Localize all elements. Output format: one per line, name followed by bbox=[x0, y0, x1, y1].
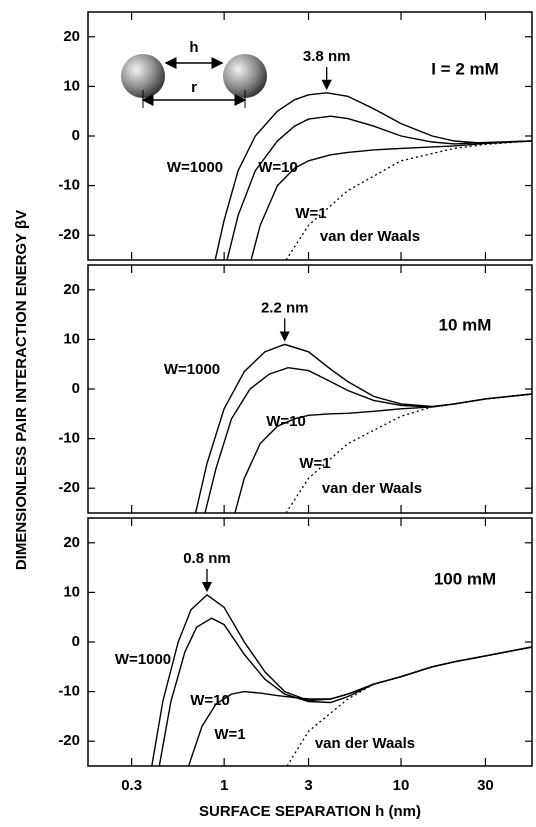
x-tick-label: 0.3 bbox=[121, 777, 142, 794]
annotation-label: 3.8 nm bbox=[303, 48, 351, 65]
annotation-label: 2.2 nm bbox=[261, 299, 309, 316]
inset: h r bbox=[121, 39, 267, 108]
curve-label: W=10 bbox=[266, 413, 306, 430]
x-tick-label: 1 bbox=[220, 777, 228, 794]
y-tick-label: -10 bbox=[58, 683, 80, 700]
x-tick-label: 10 bbox=[393, 777, 410, 794]
plot-area bbox=[214, 92, 532, 260]
y-tick-label: -20 bbox=[58, 479, 80, 496]
curve-label: W=1 bbox=[295, 205, 326, 222]
inset-label: h bbox=[189, 39, 198, 56]
curve-label: W=1000 bbox=[164, 361, 220, 378]
inset-label: r bbox=[191, 79, 197, 96]
curve bbox=[234, 393, 532, 513]
y-tick-label: 20 bbox=[63, 534, 80, 551]
curve bbox=[285, 140, 532, 260]
y-tick-label: 10 bbox=[63, 583, 80, 600]
sphere bbox=[121, 54, 165, 98]
curve bbox=[226, 115, 532, 260]
plot-area bbox=[151, 593, 532, 766]
y-tick-label: 20 bbox=[63, 28, 80, 45]
curve bbox=[214, 92, 532, 260]
y-tick-label: 20 bbox=[63, 281, 80, 298]
panel-title: 100 mM bbox=[434, 569, 496, 588]
x-tick-label: 30 bbox=[477, 777, 494, 794]
curve bbox=[285, 393, 532, 513]
y-tick-label: -20 bbox=[58, 226, 80, 243]
y-tick-label: -20 bbox=[58, 732, 80, 749]
curve-label: W=1 bbox=[299, 455, 330, 472]
plot-frame bbox=[87, 264, 533, 514]
curve-label: W=10 bbox=[190, 692, 230, 709]
y-tick-label: 0 bbox=[72, 127, 80, 144]
curve bbox=[286, 646, 532, 766]
x-tick-label: 3 bbox=[304, 777, 312, 794]
panel-title: I = 2 mM bbox=[431, 59, 499, 78]
sphere bbox=[223, 54, 267, 98]
y-tick-label: 0 bbox=[72, 380, 80, 397]
curve-label: van der Waals bbox=[320, 228, 420, 245]
curve-label: W=1000 bbox=[115, 651, 171, 668]
plot-frame bbox=[87, 517, 533, 767]
curve-label: W=10 bbox=[258, 159, 298, 176]
y-tick-label: 10 bbox=[63, 330, 80, 347]
y-tick-label: 10 bbox=[63, 77, 80, 94]
curve-label: W=1 bbox=[214, 726, 245, 743]
x-axis-label: SURFACE SEPARATION h (nm) bbox=[199, 803, 421, 820]
y-tick-label: 0 bbox=[72, 633, 80, 650]
curve-label: van der Waals bbox=[322, 480, 422, 497]
y-axis-label: DIMENSIONLESS PAIR INTERACTION ENERGY βV bbox=[13, 210, 30, 570]
curve-label: W=1000 bbox=[167, 159, 223, 176]
annotation-label: 0.8 nm bbox=[183, 550, 231, 567]
y-tick-label: -10 bbox=[58, 177, 80, 194]
panel-title: 10 mM bbox=[439, 315, 492, 334]
plot-area bbox=[194, 343, 532, 513]
y-tick-label: -10 bbox=[58, 430, 80, 447]
curve-label: van der Waals bbox=[315, 735, 415, 752]
curve bbox=[250, 140, 532, 260]
